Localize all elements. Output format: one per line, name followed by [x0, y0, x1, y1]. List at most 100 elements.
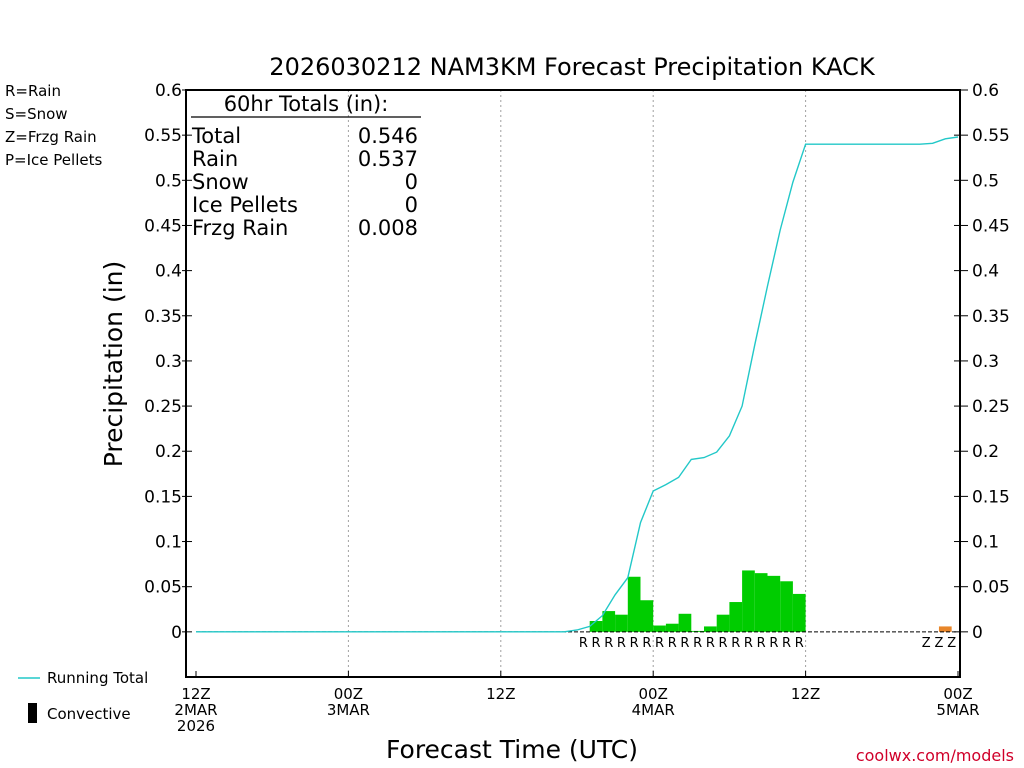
y-tick-label-right: 0.55: [972, 126, 1010, 146]
ptype-code: R: [719, 636, 728, 651]
x-tick-label: 00Z: [334, 685, 363, 703]
ptype-code: Z: [934, 636, 943, 651]
rain-bar: [754, 573, 768, 632]
rain-bar: [640, 600, 654, 632]
ptype-code: R: [579, 636, 588, 651]
ptype-code: R: [668, 636, 677, 651]
ptype-code: R: [680, 636, 689, 651]
y-axis-label: Precipitation (in): [99, 261, 128, 468]
x-tick-label: 5MAR: [936, 701, 979, 719]
rain-bar: [665, 623, 679, 632]
y-tick-label-right: 0.35: [972, 307, 1010, 327]
y-tick-label: 0.6: [155, 81, 182, 101]
y-tick-label: 0: [171, 623, 182, 643]
convective-legend-swatch: [28, 703, 37, 723]
y-tick-label-right: 0.5: [972, 171, 999, 191]
ptype-legend-item: Z=Frzg Rain: [5, 128, 97, 146]
totals-row-value: 0.537: [358, 147, 418, 171]
ptype-code: R: [782, 636, 791, 651]
rain-bar: [589, 621, 603, 632]
y-tick-label-right: 0.6: [972, 81, 999, 101]
totals-row-label: Frzg Rain: [192, 216, 288, 240]
totals-row-value: 0.546: [358, 124, 418, 148]
y-tick-label-right: 0.45: [972, 216, 1010, 236]
totals-row-value: 0.008: [358, 216, 418, 240]
x-tick-label: 2MAR: [174, 701, 217, 719]
ptype-code: Z: [947, 636, 956, 651]
x-tick-label: 12Z: [791, 685, 820, 703]
x-tick-label: 3MAR: [327, 701, 370, 719]
y-tick-label-right: 0.4: [972, 262, 999, 282]
chart-title: 2026030212 NAM3KM Forecast Precipitation…: [269, 53, 876, 81]
rain-bar: [780, 581, 793, 632]
y-tick-label: 0.55: [144, 126, 182, 146]
ptype-code: R: [706, 636, 715, 651]
credit-text: coolwx.com/models: [856, 746, 1014, 765]
x-tick-label: 2026: [177, 717, 215, 735]
y-tick-label-right: 0.05: [972, 578, 1010, 598]
ptype-code: R: [604, 636, 613, 651]
x-tick-label: 12Z: [181, 685, 210, 703]
y-tick-label: 0.2: [155, 442, 182, 462]
totals-row-label: Snow: [192, 170, 249, 194]
y-tick-label-right: 0.1: [972, 533, 999, 553]
ptype-legend-item: S=Snow: [5, 105, 68, 123]
ptype-code: R: [617, 636, 626, 651]
x-tick-label: 4MAR: [632, 701, 675, 719]
x-tick-label: 12Z: [486, 685, 515, 703]
ptype-code: R: [630, 636, 639, 651]
rain-bar: [742, 570, 755, 632]
rain-bar: [653, 625, 666, 632]
rain-bar: [627, 576, 641, 632]
ptype-code: R: [795, 636, 804, 651]
ptype-code: R: [655, 636, 664, 651]
rain-bar: [729, 602, 743, 632]
x-tick-label: 00Z: [639, 685, 668, 703]
totals-row-value: 0: [405, 170, 418, 194]
ptype-code: R: [731, 636, 740, 651]
y-tick-label: 0.35: [144, 307, 182, 327]
ptype-code: R: [757, 636, 766, 651]
ptype-code: R: [642, 636, 651, 651]
y-tick-label: 0.4: [155, 262, 182, 282]
y-tick-label-right: 0.15: [972, 487, 1010, 507]
rain-bar: [716, 614, 730, 632]
rain-bar: [704, 626, 717, 632]
rain-bar: [678, 613, 692, 632]
rain-bar: [767, 575, 781, 632]
totals-row-label: Total: [191, 124, 241, 148]
totals-header: 60hr Totals (in):: [224, 92, 389, 116]
totals-row-value: 0: [405, 193, 418, 217]
ptype-code: R: [693, 636, 702, 651]
rain-bar: [602, 611, 616, 632]
running-total-legend-label: Running Total: [47, 669, 148, 687]
ptype-legend-item: R=Rain: [5, 82, 61, 100]
totals-row-label: Rain: [192, 147, 238, 171]
y-tick-label: 0.25: [144, 397, 182, 417]
x-tick-label: 00Z: [943, 685, 972, 703]
frzg-rain-bar: [938, 626, 952, 632]
y-tick-label: 0.3: [155, 352, 182, 372]
x-axis-label: Forecast Time (UTC): [386, 735, 638, 764]
y-tick-label: 0.1: [155, 533, 182, 553]
convective-legend-label: Convective: [47, 705, 131, 723]
running-total-line: [196, 136, 959, 633]
y-tick-label-right: 0.2: [972, 442, 999, 462]
y-tick-label: 0.15: [144, 487, 182, 507]
ptype-legend-item: P=Ice Pellets: [5, 151, 102, 169]
y-tick-label: 0.5: [155, 171, 182, 191]
plot-frame: [185, 89, 961, 678]
ptype-code: Z: [922, 636, 931, 651]
ptype-code: R: [744, 636, 753, 651]
totals-row-label: Ice Pellets: [192, 193, 298, 217]
y-tick-label-right: 0.3: [972, 352, 999, 372]
y-tick-label: 0.45: [144, 216, 182, 236]
y-tick-label: 0.05: [144, 578, 182, 598]
ptype-code: R: [769, 636, 778, 651]
rain-bar: [615, 614, 628, 632]
rain-bar: [792, 593, 806, 632]
y-tick-label-right: 0.25: [972, 397, 1010, 417]
ptype-code: R: [592, 636, 601, 651]
y-tick-label-right: 0: [972, 623, 983, 643]
